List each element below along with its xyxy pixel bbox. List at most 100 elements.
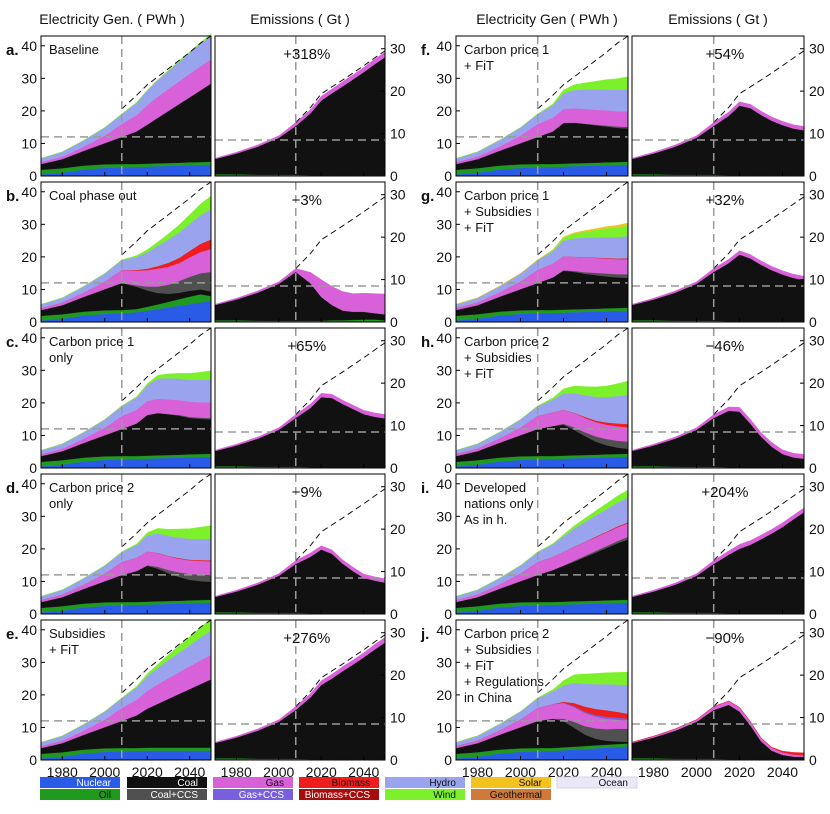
legend-label: Coal	[177, 778, 198, 789]
axes-frame	[214, 619, 386, 761]
scenario-name: Carbon price 2 only	[49, 480, 134, 511]
axes-frame	[631, 619, 805, 761]
y-tick-label: 10	[436, 719, 452, 735]
emissions-area-coal	[631, 410, 805, 468]
y-tick-label: 20	[809, 521, 825, 537]
emissions-chart: 0 10 20 30	[214, 473, 406, 622]
y-tick-label: 20	[809, 229, 825, 245]
emissions-change-label: +204%	[701, 484, 748, 501]
y-tick-label: 10	[809, 272, 825, 288]
y-tick-label: 40	[21, 622, 37, 638]
x-tick-label: 2020	[132, 764, 163, 780]
generation-chart: 0 10 20 30 40	[21, 181, 212, 330]
x-tick-label: 1980	[462, 764, 493, 780]
y-tick-label: 10	[390, 126, 406, 142]
legend-label: Ocean	[599, 778, 628, 789]
y-tick-label: 20	[809, 667, 825, 683]
legend-swatch-coal-ccs	[127, 789, 207, 800]
panel-letter: d.	[6, 480, 19, 497]
baseline-trajectory-line	[713, 50, 805, 123]
emissions-chart: 0 10 20 30	[631, 327, 825, 476]
y-tick-label: 20	[436, 687, 452, 703]
baseline-trajectory-line	[537, 35, 629, 110]
emissions-change-label: +65%	[287, 338, 326, 355]
legend-label: Solar	[519, 778, 543, 789]
legend-label: Oil	[99, 790, 111, 801]
baseline-trajectory-line	[295, 634, 386, 707]
y-tick-label: 40	[21, 330, 37, 346]
y-tick-label: 0	[29, 752, 37, 768]
legend-label: Wind	[433, 790, 456, 801]
emissions-chart: 0 10 20 30	[214, 35, 406, 184]
y-tick-label: 0	[444, 606, 452, 622]
baseline-trajectory-line	[713, 342, 805, 415]
y-tick-label: 10	[436, 281, 452, 297]
axes-frame	[40, 181, 212, 323]
generation-chart: 0 10 20 30 40	[436, 181, 629, 330]
y-tick-label: 30	[436, 216, 452, 232]
legend-swatch-hydro	[385, 777, 465, 788]
generation-chart: 0 10 20 30 40	[436, 35, 629, 184]
y-tick-label: 10	[390, 272, 406, 288]
panel-letter: a.	[6, 42, 19, 59]
y-tick-label: 0	[390, 460, 398, 476]
y-tick-label: 30	[436, 70, 452, 86]
y-tick-label: 30	[390, 333, 406, 349]
panel-letter: i.	[421, 480, 429, 497]
y-tick-label: 30	[809, 187, 825, 203]
y-tick-label: 0	[444, 168, 452, 184]
y-tick-label: 10	[390, 418, 406, 434]
y-tick-label: 0	[444, 314, 452, 330]
x-tick-label: 2000	[263, 764, 294, 780]
axes-frame	[40, 35, 212, 177]
y-tick-label: 20	[21, 395, 37, 411]
emissions-chart: 0 10 20 30	[631, 181, 825, 330]
y-tick-label: 30	[390, 187, 406, 203]
y-tick-label: 30	[390, 41, 406, 57]
y-tick-label: 0	[29, 606, 37, 622]
y-tick-label: 0	[390, 606, 398, 622]
y-tick-label: 40	[436, 38, 452, 54]
y-tick-label: 10	[809, 564, 825, 580]
x-tick-label: 2040	[767, 764, 798, 780]
emissions-change-label: +32%	[705, 192, 744, 209]
scenario-name: Carbon price 1 + Subsidies + FiT	[464, 188, 549, 235]
y-tick-label: 10	[21, 135, 37, 151]
y-tick-label: 40	[436, 476, 452, 492]
y-tick-label: 40	[21, 476, 37, 492]
y-tick-label: 30	[809, 41, 825, 57]
x-tick-label: 2040	[591, 764, 622, 780]
legend-swatch-gas-ccs	[213, 789, 293, 800]
axes-frame	[214, 327, 386, 469]
y-tick-label: 0	[390, 752, 398, 768]
x-tick-label: 1980	[638, 764, 669, 780]
generation-chart: 0 10 20 30 40	[436, 473, 629, 622]
baseline-trajectory-line	[295, 50, 386, 123]
y-tick-label: 20	[809, 375, 825, 391]
baseline-trajectory-line	[295, 196, 386, 269]
panel-letter: g.	[421, 188, 434, 205]
emissions-chart: 0 10 20 30 1980 2000 2020 2040	[631, 619, 825, 780]
x-tick-label: 2020	[724, 764, 755, 780]
legend-label: Hydro	[429, 778, 456, 789]
axes-frame	[455, 327, 629, 469]
baseline-trajectory-line	[537, 619, 629, 694]
legend-swatch-oil	[40, 789, 120, 800]
y-tick-label: 30	[809, 479, 825, 495]
y-tick-label: 0	[29, 168, 37, 184]
baseline-trajectory-line	[713, 634, 805, 707]
generation-chart: 0 10 20 30 40 1980 2000 2020 2040	[21, 618, 212, 780]
y-tick-label: 20	[390, 667, 406, 683]
axes-frame	[40, 619, 212, 761]
panel-f: 0 10 20 30 40 0 10 20 30 f. Carbon price 1 + FiT +54…	[421, 35, 825, 184]
y-tick-label: 40	[436, 330, 452, 346]
emissions-change-label: −90%	[705, 630, 744, 647]
scenario-name: Developed nations only As in h.	[464, 480, 534, 527]
y-tick-label: 0	[390, 168, 398, 184]
y-tick-label: 30	[21, 654, 37, 670]
x-tick-label: 2020	[548, 764, 579, 780]
axes-frame	[40, 327, 212, 469]
